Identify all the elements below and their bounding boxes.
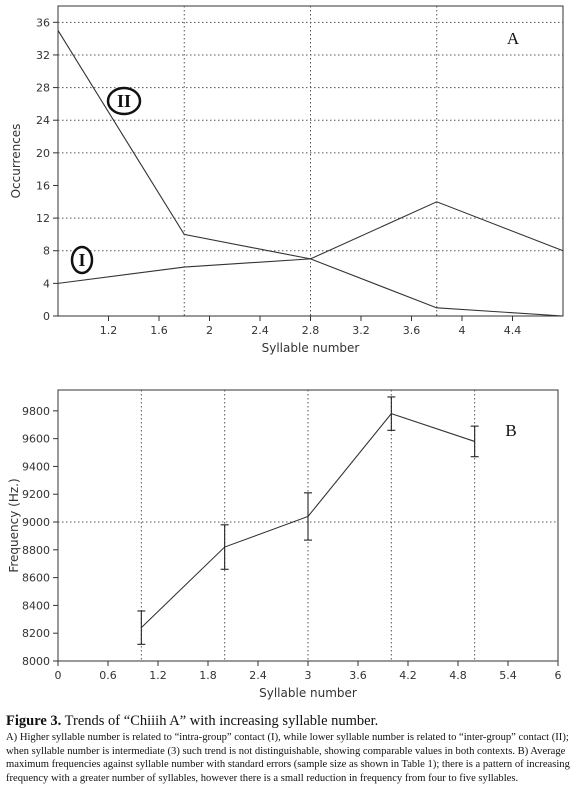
y-tick-label: 8 [43,245,50,258]
x-tick-label: 4.4 [504,324,522,337]
x-tick-label: 2.4 [249,669,267,682]
x-tick-label: 4 [459,324,466,337]
panel-label: A [507,29,520,48]
series-label-I: I [78,250,85,270]
x-tick-label: 2.8 [302,324,320,337]
chart-b: 8000 8200 8400 8600 8800 9000 9200 9400 9600 9800… [7,389,562,700]
y-tick-label: 8200 [22,627,50,640]
caption-title-text: Trends of “Chiiih A” with increasing syl… [61,713,379,729]
x-tick-label: 1.8 [199,669,217,682]
series-line-2 [57,30,564,317]
panel-label: B [505,421,516,440]
caption-body: A) Higher syllable number is related to … [6,732,570,784]
caption-figure-label: Figure 3. [6,713,62,729]
x-tick-label: 6 [555,669,562,682]
chart-a: 0 4 8 12 16 20 24 28 32 36 1.2 1.6 2 2.4 2.8 3.2 3.6 4 4.4… [9,5,564,355]
y-tick-label: 9600 [22,433,50,446]
x-tick-label: 0.6 [99,669,117,682]
y-tick-label: 36 [36,16,50,29]
plot-frame [57,5,564,317]
y-axis-label: Frequency (Hz.) [7,478,21,572]
x-tick-label: 1.2 [149,669,167,682]
x-tick-label: 4.2 [399,669,417,682]
caption-title: Figure 3. Trends of “Chiiih A” with incr… [6,712,574,730]
x-tick-label: 0 [55,669,62,682]
y-tick-label: 16 [36,179,50,192]
x-tick-label: 4.8 [449,669,467,682]
y-tick-label: 12 [36,212,50,225]
x-tick-label: 3 [305,669,312,682]
y-tick-label: 9800 [22,405,50,418]
x-axis-label: Syllable number [262,341,360,355]
x-tick-label: 3.6 [403,324,421,337]
y-tick-label: 32 [36,49,50,62]
y-tick-label: 24 [36,114,50,127]
y-tick-label: 8600 [22,572,50,585]
y-tick-label: 28 [36,82,50,95]
series-label-ring [106,86,142,116]
x-tick-label: 1.6 [150,324,168,337]
figure-caption: Figure 3. Trends of “Chiiih A” with incr… [6,712,574,785]
y-tick-label: 9000 [22,516,50,529]
series-label-ring [70,245,94,275]
x-tick-label: 2 [206,324,213,337]
y-tick-label: 9400 [22,460,50,473]
y-axis-label: Occurrences [9,124,23,199]
x-tick-label: 1.2 [100,324,118,337]
x-tick-label: 5.4 [499,669,517,682]
x-tick-label: 3.2 [352,324,370,337]
series-label-II: II [117,91,131,111]
x-axis-label: Syllable number [259,686,357,700]
y-tick-label: 9200 [22,488,50,501]
y-tick-label: 0 [43,310,50,323]
y-tick-label: 8000 [22,655,50,668]
y-tick-label: 20 [36,147,50,160]
x-tick-label: 2.4 [251,324,269,337]
y-tick-label: 4 [43,277,50,290]
x-tick-label: 3.6 [349,669,367,682]
y-tick-label: 8800 [22,544,50,557]
y-tick-label: 8400 [22,599,50,612]
